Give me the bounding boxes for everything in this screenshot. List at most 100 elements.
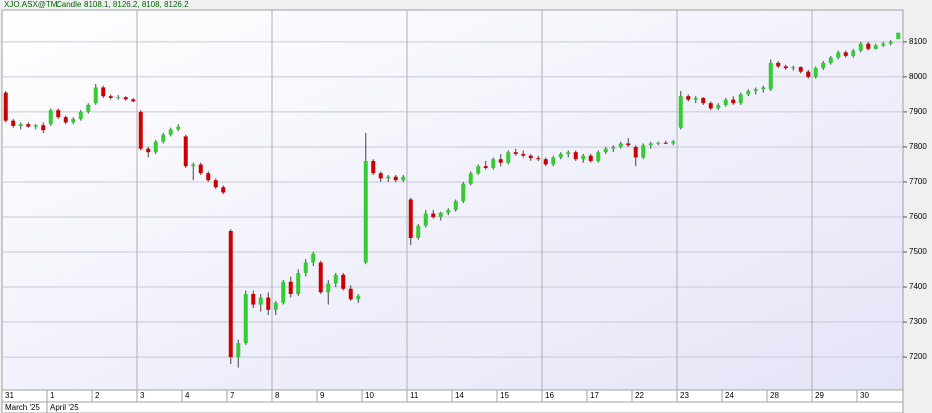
chart-title: XJO.ASX@TM: xyxy=(4,0,60,9)
x-tick-label: 14 xyxy=(455,391,464,400)
candle-body xyxy=(386,176,391,179)
x-tick-label: 16 xyxy=(545,391,554,400)
candle-body xyxy=(318,262,323,293)
candle-body xyxy=(596,152,601,161)
candle-body xyxy=(401,176,406,181)
candle-body xyxy=(686,96,691,100)
x-tick-label: 4 xyxy=(185,391,190,400)
candle-body xyxy=(138,111,143,149)
candle-body xyxy=(896,32,901,40)
candle-body xyxy=(438,212,443,217)
y-tick-label: 8100 xyxy=(909,37,927,46)
candle-body xyxy=(821,62,826,69)
candle-body xyxy=(266,297,271,310)
candle-body xyxy=(41,125,46,131)
candle-body xyxy=(93,87,98,104)
x-tick-label: 9 xyxy=(320,391,325,400)
x-tick-label: 3 xyxy=(140,391,145,400)
candle-body xyxy=(566,152,571,154)
candle-body xyxy=(806,71,811,77)
candle-body xyxy=(573,152,578,160)
x-tick-label: 2 xyxy=(95,391,100,400)
x-tick-label: 17 xyxy=(590,391,599,400)
candle-body xyxy=(296,273,301,295)
candle-body xyxy=(746,90,751,95)
chart-subtitle: Candle xyxy=(56,0,82,9)
x-tick-label: 7 xyxy=(230,391,235,400)
candle-body xyxy=(551,157,556,165)
candle-body xyxy=(528,155,533,159)
candle-body xyxy=(656,142,661,144)
x-tick-label: 31 xyxy=(5,391,14,400)
candle-body xyxy=(281,281,286,303)
candle-body xyxy=(701,97,706,104)
candle-body xyxy=(866,43,871,49)
candle-body xyxy=(273,302,278,310)
candle-body xyxy=(813,68,818,77)
candle-body xyxy=(423,213,428,226)
candle-body xyxy=(851,50,856,56)
candle-body xyxy=(326,283,331,293)
candle-body xyxy=(378,173,383,179)
candle-body xyxy=(228,230,233,358)
candle-body xyxy=(311,253,316,263)
candle-body xyxy=(221,187,226,193)
candle-body xyxy=(888,41,893,44)
header-values: 8108.1, 8126.2, 8108, 8126.2 xyxy=(84,0,189,9)
candle-body xyxy=(648,143,653,146)
candle-body xyxy=(33,125,38,127)
candle-body xyxy=(131,99,136,102)
y-tick-label: 7700 xyxy=(909,177,927,186)
candle-body xyxy=(716,104,721,109)
candle-body xyxy=(393,176,398,181)
y-tick-label: 7800 xyxy=(909,142,927,151)
x-tick-label: 15 xyxy=(500,391,509,400)
candle-body xyxy=(161,134,166,142)
candle-body xyxy=(258,297,263,305)
candle-body xyxy=(506,152,511,163)
candle-body xyxy=(341,274,346,289)
x-tick-label: 10 xyxy=(365,391,374,400)
candle-body xyxy=(198,164,203,174)
candle-body xyxy=(626,143,631,146)
candle-body xyxy=(356,295,361,300)
x-tick-label: 11 xyxy=(410,391,419,400)
candle-body xyxy=(108,96,113,98)
candle-body xyxy=(11,120,16,126)
candle-body xyxy=(116,97,121,99)
candle-body xyxy=(491,159,496,168)
candle-body xyxy=(446,209,451,213)
candle-body xyxy=(671,141,676,144)
candle-body xyxy=(303,262,308,274)
candle-body xyxy=(761,87,766,90)
candle-body xyxy=(633,146,638,158)
candle-body xyxy=(521,153,526,156)
candle-body xyxy=(431,213,436,217)
candle-body xyxy=(18,124,23,126)
candle-body xyxy=(123,97,128,100)
candle-body xyxy=(56,110,61,118)
y-tick-label: 7900 xyxy=(909,107,927,116)
candle-body xyxy=(48,110,53,125)
candle-body xyxy=(836,52,841,58)
month-label: March '25 xyxy=(5,403,40,412)
y-tick-label: 7600 xyxy=(909,212,927,221)
candle-body xyxy=(243,294,248,344)
candle-body xyxy=(78,111,83,119)
candle-body xyxy=(776,62,781,67)
candle-body xyxy=(416,225,421,238)
x-tick-label: 23 xyxy=(680,391,689,400)
candle-body xyxy=(206,173,211,181)
candle-body xyxy=(476,166,481,174)
candle-body xyxy=(146,148,151,153)
candle-body xyxy=(236,343,241,358)
y-tick-label: 7500 xyxy=(909,247,927,256)
candle-body xyxy=(468,173,473,184)
candle-body xyxy=(543,159,548,165)
candle-body xyxy=(71,118,76,123)
candle-body xyxy=(363,160,368,263)
candle-body xyxy=(843,52,848,56)
candle-body xyxy=(168,129,173,135)
